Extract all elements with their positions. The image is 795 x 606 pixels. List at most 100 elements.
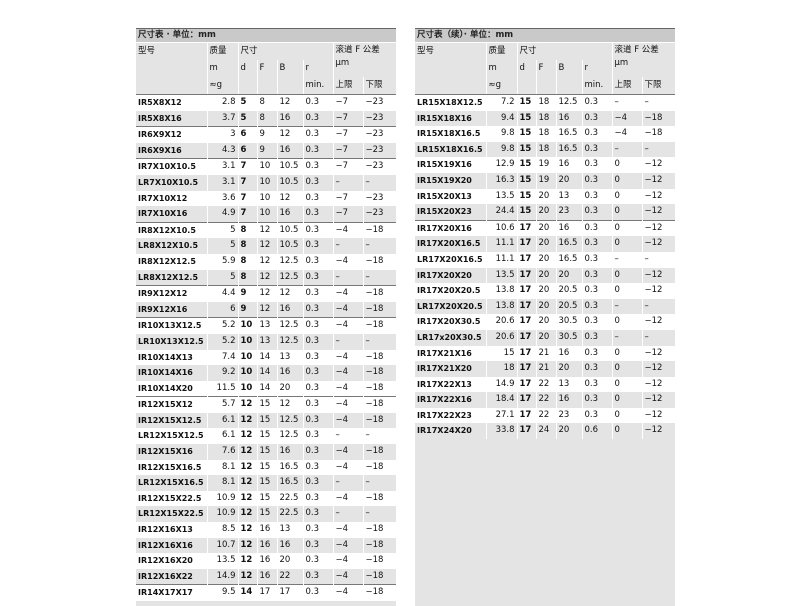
cell: 20 <box>555 361 582 377</box>
header-cell: ≈g <box>206 77 238 95</box>
cell: 23 <box>555 204 582 221</box>
cell: 16 <box>555 345 582 362</box>
cell: 0.3 <box>302 584 334 601</box>
cell: 2.8 <box>206 94 238 111</box>
cell: – <box>611 251 643 268</box>
cell: 14 <box>256 349 277 366</box>
cell: 5 <box>237 110 257 127</box>
header-cell: r <box>302 60 334 77</box>
data-row: LR12X15X22.5 10.9 12 15 22.5 0.3– – <box>136 506 397 523</box>
cell: IR10X14X16 <box>138 368 193 378</box>
cell: IR12X15X12.5 <box>138 415 202 425</box>
cell: −4 <box>611 110 643 127</box>
cell: 10.7 <box>206 537 238 554</box>
cell: – <box>362 475 397 491</box>
cell: 5.2 <box>206 317 238 334</box>
data-row: IR15X19X20 16.3 15 19 20 0.3 0 −12 <box>415 172 676 189</box>
cell: 0.6 <box>581 423 613 440</box>
cell: 15 <box>516 157 536 173</box>
cell: 6.1 <box>206 428 238 445</box>
cell: 10 <box>237 380 257 397</box>
cell: 15 <box>516 188 536 205</box>
cell: 21 <box>535 361 556 377</box>
header-text: 滚道 F 公差 <box>335 45 380 55</box>
cell: 20 <box>555 423 582 440</box>
cell: 8 <box>237 238 257 254</box>
data-row: IR17X20X20.5 13.8 17 20 20.5 0.3 0 −12 <box>415 283 676 299</box>
cell: 16 <box>276 142 303 159</box>
cell: LR8X12X12.5 <box>138 272 199 282</box>
cell: 0.3 <box>302 490 334 507</box>
cell: 20 <box>555 172 582 189</box>
header-cell: 下限 <box>362 77 397 95</box>
cell: 17 <box>516 283 536 299</box>
header-cell: 上限 <box>611 77 643 95</box>
cell: −18 <box>641 126 676 142</box>
cell: 17 <box>516 423 536 440</box>
cell: IR5X8X12 <box>136 94 207 111</box>
cell: 0.3 <box>581 126 613 142</box>
data-row: IR15X20X13 13.5 15 20 13 0.3 0 −12 <box>415 188 676 205</box>
cell: −18 <box>362 317 397 334</box>
data-row: LR17X20X20.5 13.8 17 20 20.5 0.3– – <box>415 298 676 315</box>
header-cell: d <box>237 60 257 77</box>
data-row: IR12X16X22 14.9 12 16 22 0.3 −4 −18 <box>136 568 397 585</box>
cell: – <box>641 298 676 315</box>
data-row: IR17X21X20 18 17 21 20 0.3 0 −12 <box>415 361 676 377</box>
cell: – <box>332 506 364 523</box>
cell: 8 <box>237 253 257 270</box>
header-text: μm <box>614 58 629 68</box>
cell: 24.4 <box>485 204 517 221</box>
cell: 12 <box>237 522 257 538</box>
cell: 20 <box>276 380 303 397</box>
header-cell: F <box>256 60 277 77</box>
data-row: IR15X18X16.5 9.8 15 18 16.5 0.3 −4 −18 <box>415 126 676 142</box>
cell: 13 <box>276 522 303 538</box>
cell: – <box>362 506 397 523</box>
cell: 17 <box>516 314 536 330</box>
cell: IR15X18X16 <box>417 113 472 123</box>
cell: 5 <box>206 269 238 286</box>
cell: 17 <box>516 219 536 237</box>
cell: 0.3 <box>302 412 334 429</box>
cell: IR17X21X16 <box>415 345 486 362</box>
cell: 9 <box>237 285 257 302</box>
header-cell: m <box>206 60 238 77</box>
cell: −18 <box>362 221 397 239</box>
cell: 30.5 <box>555 314 582 330</box>
cell: 7.2 <box>485 94 517 111</box>
cell: 12 <box>276 190 303 207</box>
cell: −12 <box>641 361 676 377</box>
cell: 27.1 <box>485 407 517 424</box>
cell: −4 <box>332 221 364 239</box>
header-cell <box>237 77 257 95</box>
cell: −4 <box>332 522 364 538</box>
cell: 0.3 <box>302 568 334 585</box>
cell: 16 <box>555 157 582 173</box>
cell: IR17X24X20 <box>417 426 472 436</box>
cell: 0.3 <box>302 380 334 397</box>
header-cell: 滚道 F 公差 μm <box>332 42 397 77</box>
cell: 0 <box>611 204 643 221</box>
cell: 0.3 <box>581 94 613 111</box>
cell: 12 <box>237 553 257 569</box>
cell: 22.5 <box>276 490 303 507</box>
cell: −23 <box>362 110 397 127</box>
data-row: IR15X19X16 12.9 15 19 16 0.3 0 −12 <box>415 157 676 173</box>
cell: 20 <box>535 314 556 330</box>
cell: 16.5 <box>276 459 303 476</box>
cell: 0.3 <box>581 267 613 284</box>
cell: −12 <box>641 407 676 424</box>
cell: 14 <box>256 365 277 381</box>
cell: – <box>362 428 397 445</box>
cell: IR17X21X20 <box>417 364 472 374</box>
cell: – <box>641 94 676 111</box>
cell: 16 <box>276 537 303 554</box>
cell: 14.9 <box>206 568 238 585</box>
cell: 12 <box>276 396 303 413</box>
cell: 16.5 <box>555 251 582 268</box>
cell: 0.3 <box>581 236 613 252</box>
cell: −7 <box>332 206 364 223</box>
cell: 9 <box>256 126 277 143</box>
